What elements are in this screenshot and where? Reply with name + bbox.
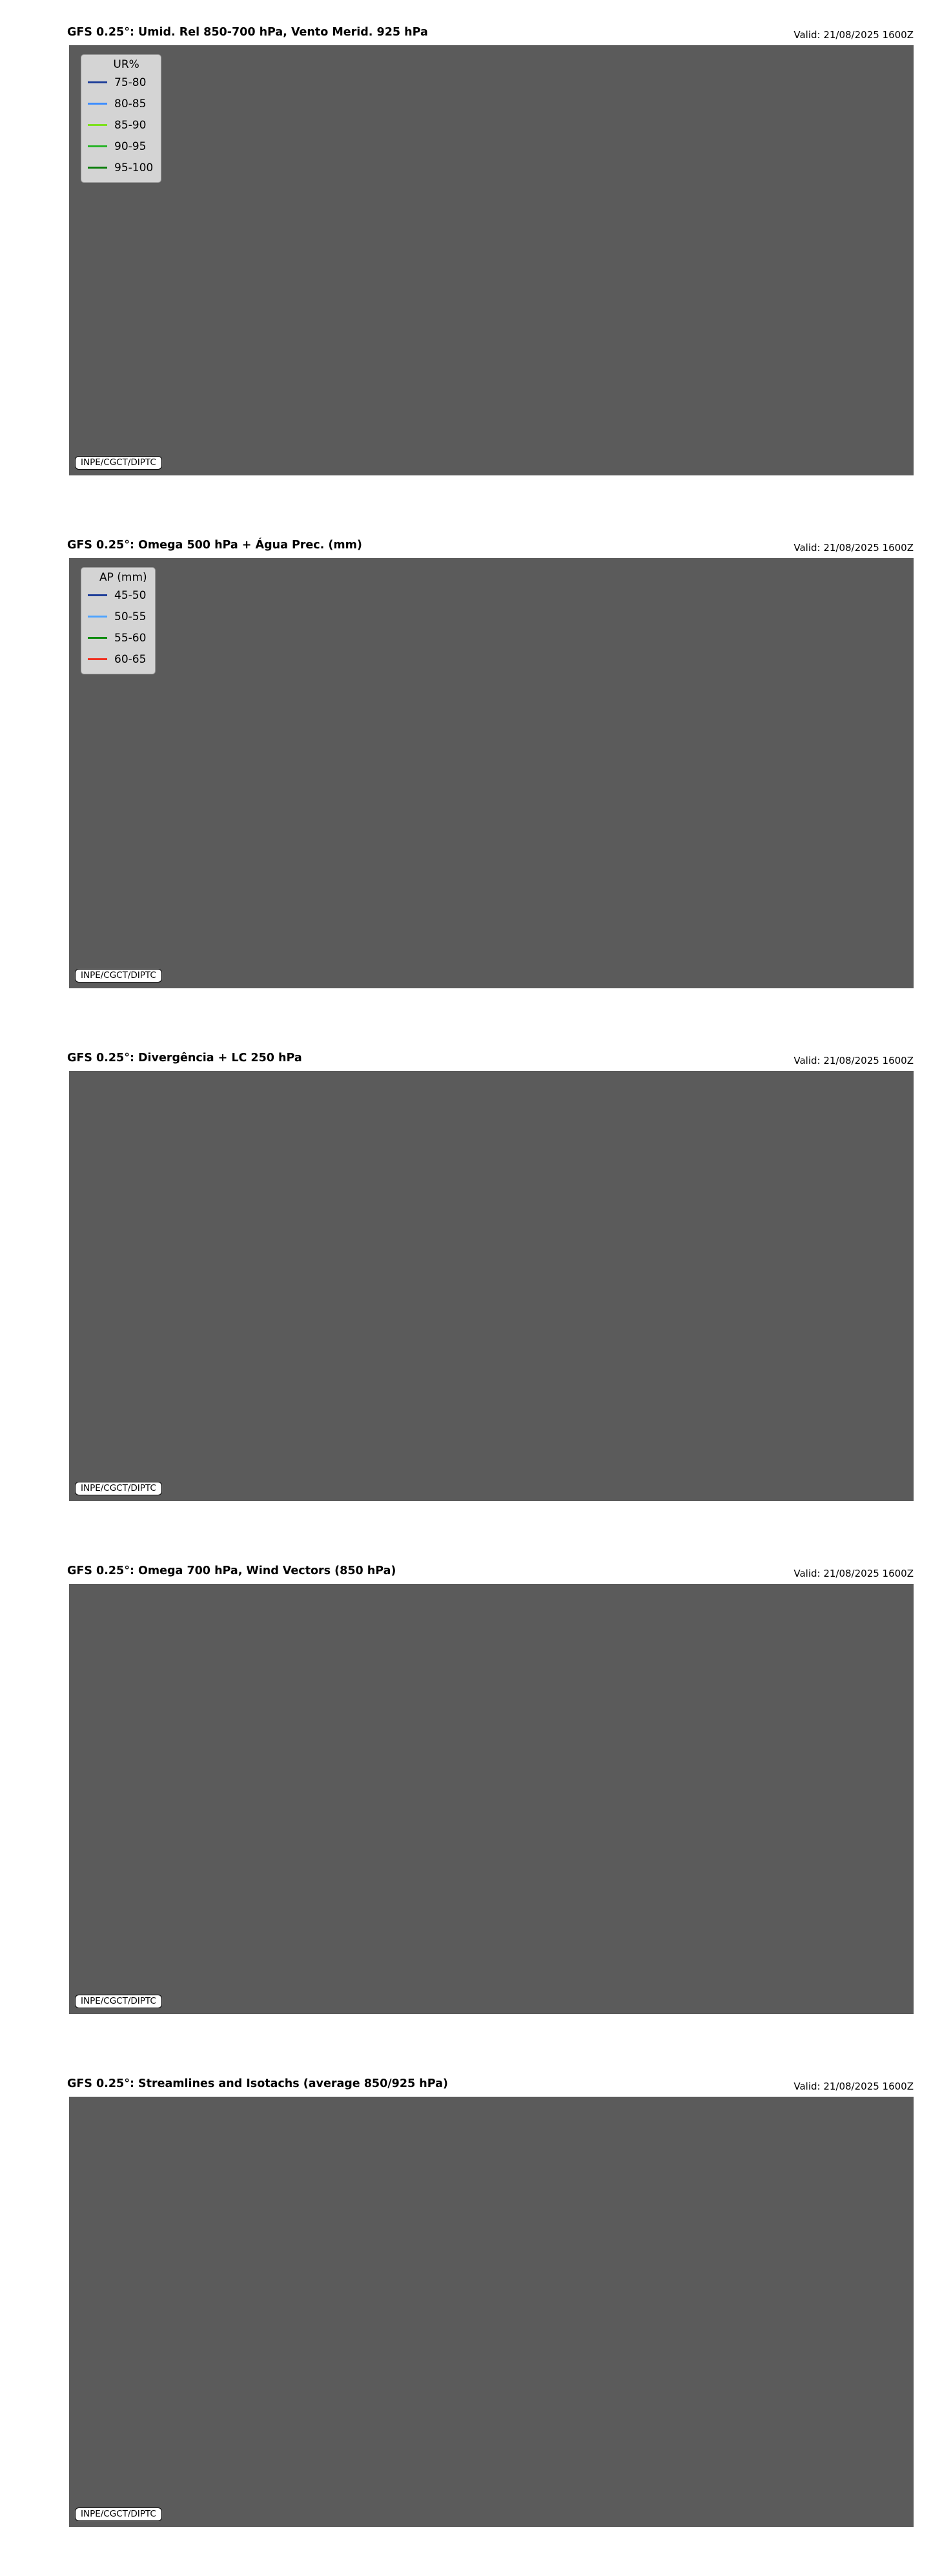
legend-entry: 50-55 — [88, 606, 147, 627]
weather-map-panel-rh: GFS 0.25°: Umid. Rel 850-700 hPa, Vento … — [0, 0, 942, 513]
map-figure: INPE/CGCT/DIPTC — [69, 1584, 914, 2014]
credit-badge: INPE/CGCT/DIPTC — [75, 456, 162, 470]
credit-badge: INPE/CGCT/DIPTC — [75, 1482, 162, 1495]
legend-line-swatch — [88, 103, 107, 105]
legend-entry: 90-95 — [88, 136, 153, 157]
panel-title: GFS 0.25°: Omega 700 hPa, Wind Vectors (… — [67, 1564, 396, 1577]
map-figure: UR% 75-80 80-85 85-90 90-95 95-100 INPE/… — [69, 45, 914, 475]
legend-entry-label: 80-85 — [114, 97, 147, 110]
map-figure: INPE/CGCT/DIPTC — [69, 2097, 914, 2527]
map-figure: INPE/CGCT/DIPTC — [69, 1071, 914, 1501]
panel-title: GFS 0.25°: Divergência + LC 250 hPa — [67, 1052, 302, 1065]
legend-entry-label: 95-100 — [114, 161, 154, 174]
legend-line-swatch — [88, 594, 107, 596]
panel-title: GFS 0.25°: Streamlines and Isotachs (ave… — [67, 2077, 448, 2090]
valid-timestamp: Valid: 21/08/2025 1600Z — [794, 29, 914, 41]
legend-entry: 45-50 — [88, 585, 147, 606]
legend-entry: 75-80 — [88, 72, 153, 93]
valid-timestamp: Valid: 21/08/2025 1600Z — [794, 2081, 914, 2092]
map-figure: AP (mm) 45-50 50-55 55-60 60-65 INPE/CGC… — [69, 558, 914, 988]
legend-line-swatch — [88, 167, 107, 169]
legend-entry-label: 85-90 — [114, 118, 147, 132]
panel-title: GFS 0.25°: Omega 500 hPa + Água Prec. (m… — [67, 539, 362, 552]
panel-title: GFS 0.25°: Umid. Rel 850-700 hPa, Vento … — [67, 26, 428, 39]
map-canvas — [69, 2097, 914, 2527]
valid-timestamp: Valid: 21/08/2025 1600Z — [794, 1568, 914, 1579]
legend-entry-label: 50-55 — [114, 610, 147, 623]
legend-line-swatch — [88, 637, 107, 639]
credit-badge: INPE/CGCT/DIPTC — [75, 1995, 162, 2008]
legend-entry: 80-85 — [88, 93, 153, 114]
legend-entry: 55-60 — [88, 627, 147, 649]
legend-title: AP (mm) — [99, 571, 147, 584]
credit-badge: INPE/CGCT/DIPTC — [75, 2508, 162, 2521]
map-canvas — [69, 558, 914, 988]
valid-timestamp: Valid: 21/08/2025 1600Z — [794, 542, 914, 554]
legend-entry-label: 55-60 — [114, 631, 147, 645]
weather-map-panel-divergence: GFS 0.25°: Divergência + LC 250 hPa Vali… — [0, 1026, 942, 1539]
legend-line-swatch — [88, 124, 107, 126]
legend-entry-label: 45-50 — [114, 588, 147, 602]
legend-line-swatch — [88, 658, 107, 660]
legend-line-swatch — [88, 616, 107, 618]
weather-map-panel-omega700: GFS 0.25°: Omega 700 hPa, Wind Vectors (… — [0, 1539, 942, 2051]
map-canvas — [69, 1071, 914, 1501]
legend-title: UR% — [113, 58, 139, 71]
map-canvas — [69, 1584, 914, 2014]
weather-map-panel-omega500: GFS 0.25°: Omega 500 hPa + Água Prec. (m… — [0, 513, 942, 1026]
legend-entry-label: 90-95 — [114, 140, 147, 153]
legend-entry-label: 75-80 — [114, 76, 147, 89]
weather-map-panel-streamlines: GFS 0.25°: Streamlines and Isotachs (ave… — [0, 2051, 942, 2564]
legend-box: UR% 75-80 80-85 85-90 90-95 95-100 — [81, 54, 162, 183]
legend-box: AP (mm) 45-50 50-55 55-60 60-65 — [81, 567, 156, 674]
legend-line-swatch — [88, 145, 107, 147]
legend-entry: 85-90 — [88, 114, 153, 136]
legend-entry: 60-65 — [88, 649, 147, 670]
valid-timestamp: Valid: 21/08/2025 1600Z — [794, 1055, 914, 1066]
map-canvas — [69, 45, 914, 475]
legend-line-swatch — [88, 81, 107, 83]
credit-badge: INPE/CGCT/DIPTC — [75, 969, 162, 982]
legend-entry-label: 60-65 — [114, 652, 147, 666]
legend-entry: 95-100 — [88, 157, 153, 178]
